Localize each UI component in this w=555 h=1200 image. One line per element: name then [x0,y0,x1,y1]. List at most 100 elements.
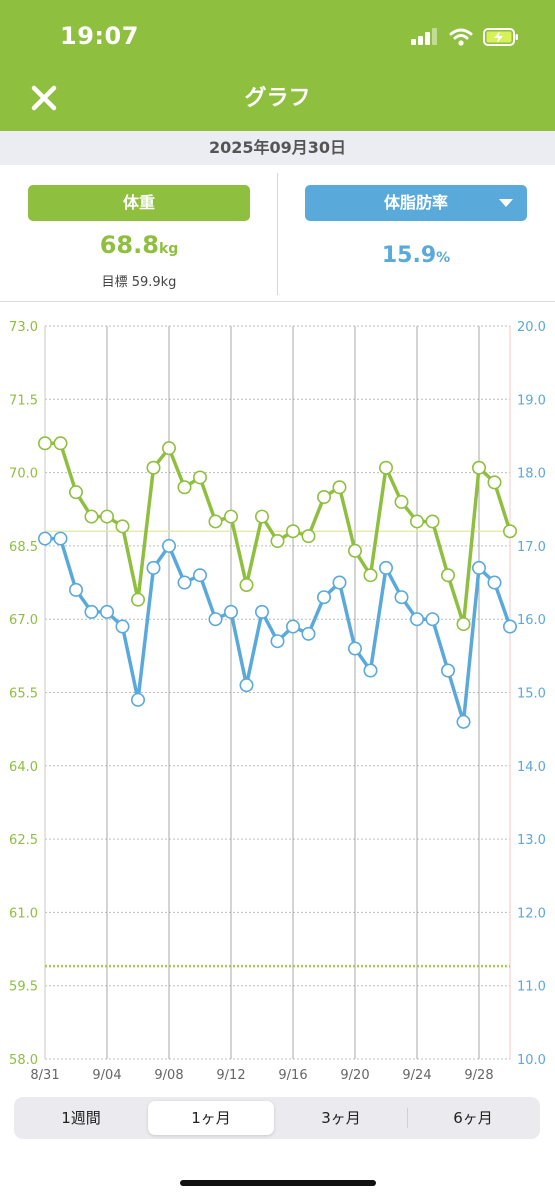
bodyfat-point [84,604,99,619]
bodyfat-point [131,692,146,707]
close-button[interactable] [26,80,62,116]
weight-series-line [45,441,512,626]
status-icons [411,24,519,50]
body-fat-dropdown[interactable]: 体脂肪率 [305,185,527,221]
bodyfat-point [456,714,471,729]
bodyfat-point [115,619,130,634]
period-tab-1month[interactable]: 1ヶ月 [148,1101,274,1135]
y-left-tick-label: 65.5 [9,687,38,702]
y-right-tick-label: 19.0 [517,393,546,408]
weight-point [347,543,362,558]
x-tick-label: 9/24 [402,1068,431,1083]
y-left-tick-label: 62.5 [9,833,38,848]
page-title: グラフ [244,86,311,111]
bodyfat-point [487,575,502,590]
bodyfat-point [224,604,239,619]
bodyfat-point [347,641,362,656]
bodyfat-series-line [45,536,512,724]
weight-point [239,577,254,592]
bodyfat-point [394,590,409,605]
status-time: 19:07 [60,22,139,50]
header-bar: 19:07 [0,0,555,131]
weight-point [100,509,115,524]
period-tab-6months[interactable]: 6ヶ月 [453,1109,493,1127]
y-left-tick-label: 68.5 [9,540,38,555]
body-fat-value: 15.9% [305,243,527,268]
bodyfat-point [100,604,115,619]
y-left-tick-label: 67.0 [9,613,38,628]
weight-point [440,568,455,583]
period-tab-3months[interactable]: 3ヶ月 [321,1109,361,1127]
x-tick-label: 9/08 [154,1068,183,1083]
cellular-signal-icon [411,27,439,47]
weight-point [456,617,471,632]
battery-charging-icon [483,27,519,47]
close-icon [31,85,57,111]
y-right-tick-label: 11.0 [517,980,546,995]
period-selector: 1週間 1ヶ月 3ヶ月 6ヶ月 [14,1097,540,1139]
x-tick-label: 8/31 [30,1068,59,1083]
weight-point [69,485,84,500]
bodyfat-point [502,619,517,634]
weight-number: 68.8 [99,231,159,259]
weight-point [177,480,192,495]
weight-point [208,514,223,529]
y-left-tick-label: 73.0 [9,320,38,335]
bodyfat-point [208,612,223,627]
bodyfat-point [270,634,285,649]
weight-point [394,494,409,509]
x-tick-label: 9/28 [464,1068,493,1083]
bodyfat-point [471,560,486,575]
y-left-tick-label: 59.5 [9,980,38,995]
weight-button[interactable]: 体重 [28,185,250,221]
bodyfat-point [425,612,440,627]
dropdown-caret-icon [499,199,513,207]
weight-point [115,519,130,534]
stats-panel: 体重 68.8kg 目標 59.9kg 体脂肪率 15.9% [0,165,555,302]
weight-point [363,568,378,583]
weight-point [316,490,331,505]
y-right-tick-label: 12.0 [517,906,546,921]
weight-bodyfat-chart: 58.0 10.0 59.5 11.0 61.0 12.0 62.5 13.0 64.0 14.0… [9,320,546,1083]
weight-point [53,436,68,451]
bodyfat-point [316,590,331,605]
y-right-tick-label: 20.0 [517,320,546,335]
weight-point [131,592,146,607]
y-right-tick-label: 10.0 [517,1053,546,1068]
weight-point [270,534,285,549]
weight-point [37,436,52,451]
weight-point [285,524,300,539]
weight-point [193,470,208,485]
weight-unit: kg [158,241,179,257]
y-left-tick-label: 71.5 [9,393,38,408]
y-right-tick-label: 13.0 [517,833,546,848]
weight-point [487,475,502,490]
x-tick-label: 9/20 [340,1068,369,1083]
y-right-tick-label: 16.0 [517,613,546,628]
bodyfat-point [53,531,68,546]
period-tab-1week[interactable]: 1週間 [61,1109,101,1127]
bodyfat-point [363,663,378,678]
bodyfat-point [162,538,177,553]
bodyfat-point [146,560,161,575]
body-fat-unit: % [436,250,451,266]
date-label: 2025年09月30日 [0,131,555,165]
y-left-tick-label: 70.0 [9,467,38,482]
bodyfat-point [193,568,208,583]
goal-weight: 目標 59.9kg [101,275,177,290]
x-tick-label: 9/16 [278,1068,307,1083]
weight-value: 68.8kg [28,231,250,259]
weight-point [332,480,347,495]
bodyfat-point [177,575,192,590]
bodyfat-point [37,531,52,546]
weight-point [378,460,393,475]
x-tick-label: 9/12 [216,1068,245,1083]
stats-divider [277,173,278,295]
weight-point [255,509,270,524]
weight-point [162,441,177,456]
y-left-tick-label: 61.0 [9,906,38,921]
bodyfat-point [332,575,347,590]
y-left-tick-label: 58.0 [9,1053,38,1068]
weight-point [224,509,239,524]
